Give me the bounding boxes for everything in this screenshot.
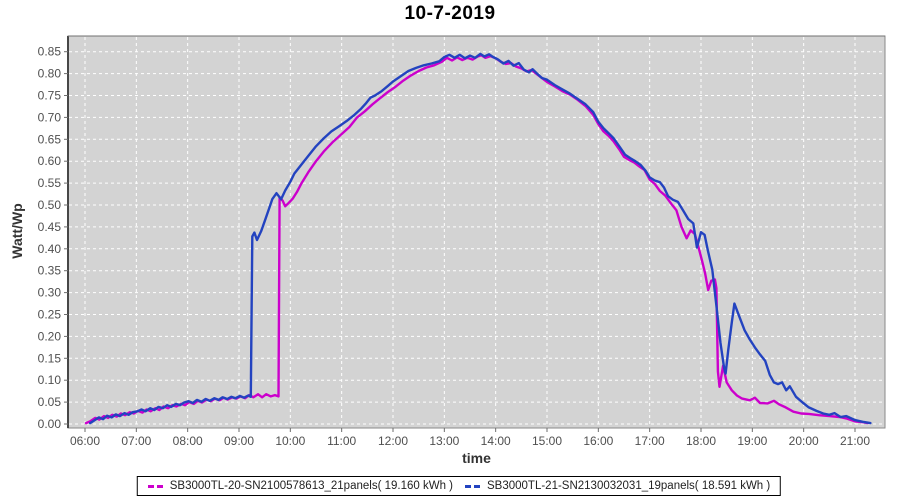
y-tick-label: 0.30 bbox=[38, 286, 62, 300]
legend-swatch-blue bbox=[465, 484, 482, 488]
legend-item-sb3000tl-20: SB3000TL-20-SN2100578613_21panels( 19.16… bbox=[147, 480, 453, 492]
y-tick-label: 0.40 bbox=[38, 242, 62, 256]
chart-title: 10-7-2019 bbox=[404, 3, 496, 24]
y-tick-label: 0.10 bbox=[38, 373, 62, 387]
y-tick-label: 0.85 bbox=[38, 45, 62, 59]
legend-swatch-magenta bbox=[147, 484, 165, 488]
x-tick-label: 19:00 bbox=[737, 434, 767, 448]
y-axis-title: Watt/Wp bbox=[9, 203, 25, 259]
x-tick-label: 17:00 bbox=[635, 434, 665, 448]
x-tick-label: 06:00 bbox=[70, 434, 100, 448]
x-tick-label: 10:00 bbox=[275, 434, 305, 448]
plot-background bbox=[68, 36, 885, 428]
series-line-sb3000tl-21 bbox=[88, 52, 872, 425]
x-tick-label: 20:00 bbox=[789, 434, 819, 448]
x-axis-title: time bbox=[462, 450, 491, 466]
y-tick-label: 0.05 bbox=[38, 395, 62, 409]
legend-label: SB3000TL-20-SN2100578613_21panels( 19.16… bbox=[169, 480, 453, 492]
x-tick-label: 08:00 bbox=[173, 434, 203, 448]
x-tick-label: 13:00 bbox=[429, 434, 459, 448]
y-tick-label: 0.60 bbox=[38, 154, 62, 168]
y-tick-label: 0.70 bbox=[38, 110, 62, 124]
y-tick-label: 0.15 bbox=[38, 351, 62, 365]
x-tick-label: 15:00 bbox=[532, 434, 562, 448]
x-tick-label: 09:00 bbox=[224, 434, 254, 448]
y-tick-label: 0.55 bbox=[38, 176, 62, 190]
x-tick-label: 07:00 bbox=[121, 434, 151, 448]
y-tick-label: 0.00 bbox=[38, 417, 62, 431]
y-tick-label: 0.20 bbox=[38, 329, 62, 343]
y-tick-label: 0.25 bbox=[38, 308, 62, 322]
y-tick-label: 0.35 bbox=[38, 264, 62, 278]
x-tick-label: 21:00 bbox=[840, 434, 870, 448]
x-tick-label: 14:00 bbox=[481, 434, 511, 448]
x-tick-label: 11:00 bbox=[327, 434, 356, 448]
x-tick-label: 12:00 bbox=[378, 434, 408, 448]
y-tick-label: 0.65 bbox=[38, 132, 62, 146]
y-tick-label: 0.75 bbox=[38, 89, 62, 103]
y-tick-label: 0.80 bbox=[38, 67, 62, 81]
x-tick-label: 16:00 bbox=[583, 434, 613, 448]
legend: SB3000TL-20-SN2100578613_21panels( 19.16… bbox=[136, 476, 782, 496]
y-tick-label: 0.45 bbox=[38, 220, 62, 234]
legend-item-sb3000tl-21: SB3000TL-21-SN2130032031_19panels( 18.59… bbox=[465, 480, 770, 492]
y-tick-label: 0.50 bbox=[38, 198, 62, 212]
legend-label: SB3000TL-21-SN2130032031_19panels( 18.59… bbox=[487, 480, 771, 492]
x-tick-label: 18:00 bbox=[686, 434, 716, 448]
